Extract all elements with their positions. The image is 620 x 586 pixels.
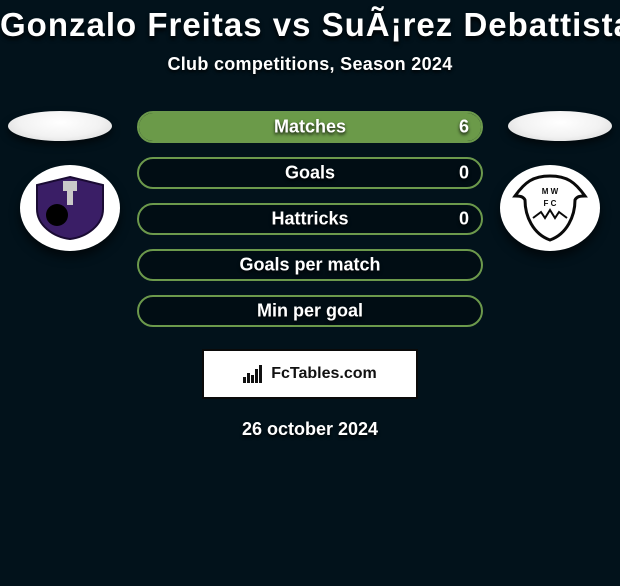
branding-badge[interactable]: FcTables.com — [202, 349, 418, 399]
stat-bar-label: Matches — [139, 117, 481, 138]
club-crest-right: M W F C — [500, 165, 600, 251]
stat-bar-label: Hattricks — [139, 209, 481, 230]
club-crest-left: D S C — [20, 165, 120, 251]
svg-text:F C: F C — [544, 199, 557, 208]
date-label: 26 october 2024 — [0, 419, 620, 440]
bar-chart-icon — [243, 365, 265, 383]
stat-bar-value-right: 0 — [459, 163, 469, 184]
defensor-sporting-crest-icon: D S C — [33, 175, 107, 241]
stat-bar: Goals per match — [137, 249, 483, 281]
stat-bar-label: Goals per match — [139, 255, 481, 276]
montevideo-wanderers-crest-icon: M W F C — [509, 172, 591, 244]
stat-bar-value-right: 0 — [459, 209, 469, 230]
stat-bar-label: Min per goal — [139, 301, 481, 322]
branding-label: FcTables.com — [271, 365, 377, 383]
stat-bar: Min per goal — [137, 295, 483, 327]
comparison-stage: D S C M W F C Matches6Goals0Hattricks0Go… — [0, 111, 620, 327]
stat-bar-label: Goals — [139, 163, 481, 184]
stat-bar: Hattricks0 — [137, 203, 483, 235]
stat-bars: Matches6Goals0Hattricks0Goals per matchM… — [137, 111, 483, 327]
player-left-oval — [8, 111, 112, 141]
player-right-oval — [508, 111, 612, 141]
page-title: Gonzalo Freitas vs SuÃ¡rez Debattista — [0, 6, 620, 44]
svg-text:M W: M W — [542, 187, 559, 196]
stat-bar-value-right: 6 — [459, 117, 469, 138]
page-subtitle: Club competitions, Season 2024 — [0, 54, 620, 75]
stat-bar: Goals0 — [137, 157, 483, 189]
stat-bar: Matches6 — [137, 111, 483, 143]
